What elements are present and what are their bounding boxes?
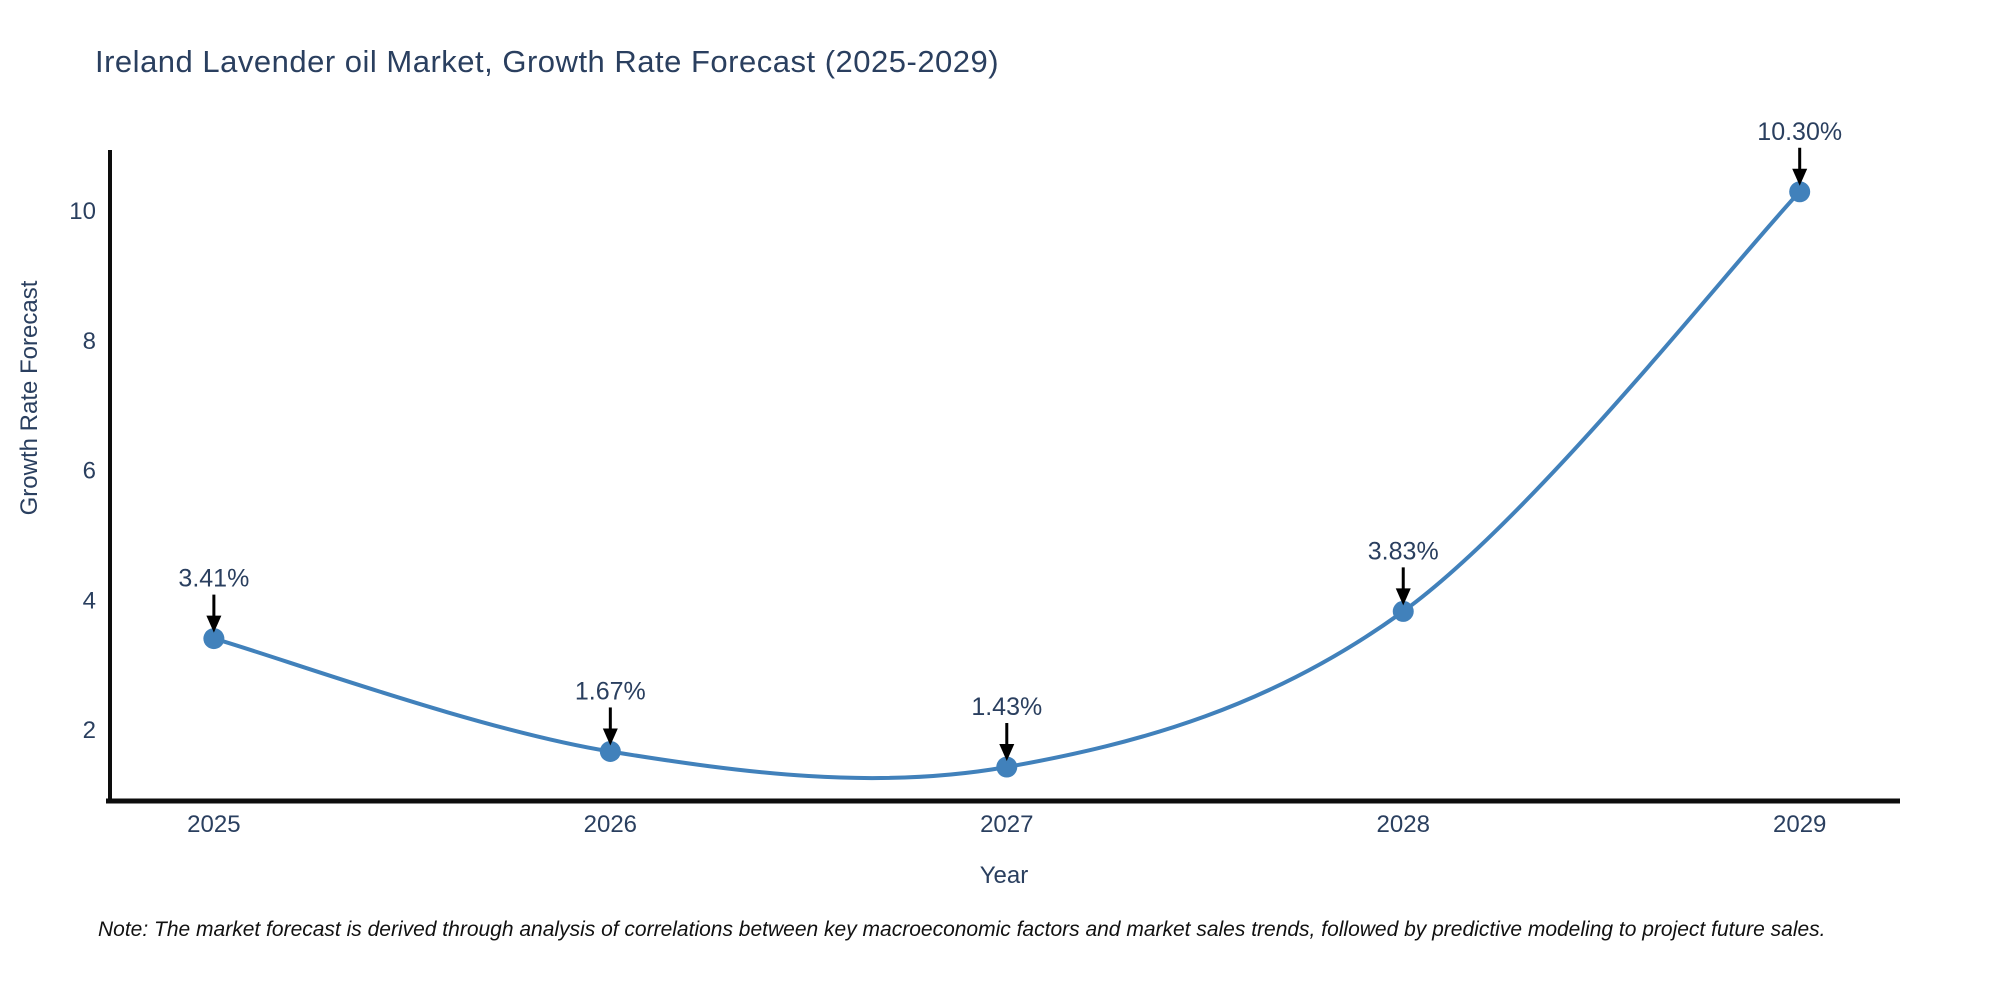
y-tick-label: 2	[83, 717, 96, 744]
annotation: 1.67%	[575, 677, 646, 746]
data-point-2028	[1392, 600, 1414, 622]
annotation-arrowhead	[999, 744, 1015, 762]
x-tick-label: 2027	[980, 811, 1033, 838]
annotation: 3.41%	[178, 565, 249, 633]
chart-title: Ireland Lavender oil Market, Growth Rate…	[95, 44, 1000, 79]
series-line	[211, 189, 1802, 781]
annotation-label: 1.43%	[971, 693, 1042, 721]
footnote: Note: The market forecast is derived thr…	[98, 918, 1826, 941]
y-tick-label: 6	[83, 458, 96, 485]
annotation-label: 10.30%	[1757, 118, 1842, 146]
data-point-2025	[203, 628, 225, 650]
x-tick-label: 2028	[1377, 811, 1430, 838]
annotation-label: 1.67%	[575, 677, 646, 705]
y-tick-label: 4	[83, 587, 96, 614]
x-tick-label: 2029	[1773, 811, 1826, 838]
annotation: 10.30%	[1757, 118, 1842, 186]
y-tick-label: 10	[69, 198, 96, 225]
annotation-arrowhead	[1792, 168, 1808, 186]
annotation: 1.43%	[971, 693, 1042, 762]
data-point-2027	[996, 756, 1018, 778]
annotation-label: 3.83%	[1368, 537, 1439, 565]
annotation: 3.83%	[1368, 537, 1439, 606]
annotation-arrowhead	[1395, 588, 1411, 606]
x-tick-label: 2025	[187, 811, 240, 838]
annotation-label: 3.41%	[178, 565, 249, 593]
y-tick-label: 8	[83, 328, 96, 355]
x-axis-title: Year	[979, 862, 1029, 889]
annotation-arrowhead	[206, 615, 222, 633]
x-tick-label: 2026	[584, 811, 637, 838]
data-point-2026	[599, 740, 621, 762]
data-point-2029	[1789, 181, 1811, 203]
annotation-arrowhead	[602, 728, 618, 746]
